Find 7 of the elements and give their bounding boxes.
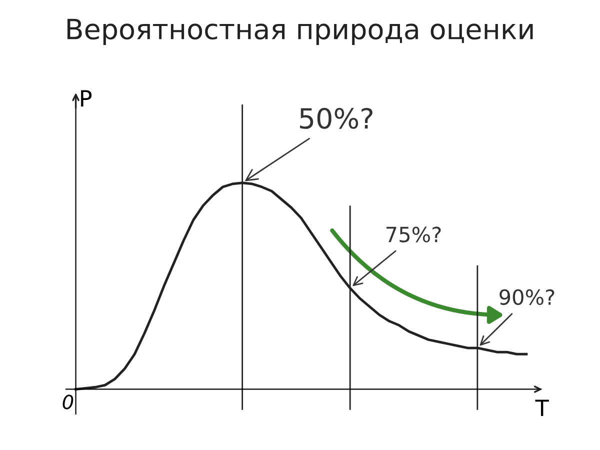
- chart-title: Вероятностная природа оценки: [67, 18, 533, 45]
- text: 50%?: [300, 108, 372, 129]
- annotation: 75%?: [386, 226, 441, 242]
- annotation: 90%?: [500, 289, 554, 306]
- text: 0: [62, 394, 74, 410]
- y-axis-title: P: [81, 90, 92, 106]
- x-axis-title: T: [535, 400, 549, 416]
